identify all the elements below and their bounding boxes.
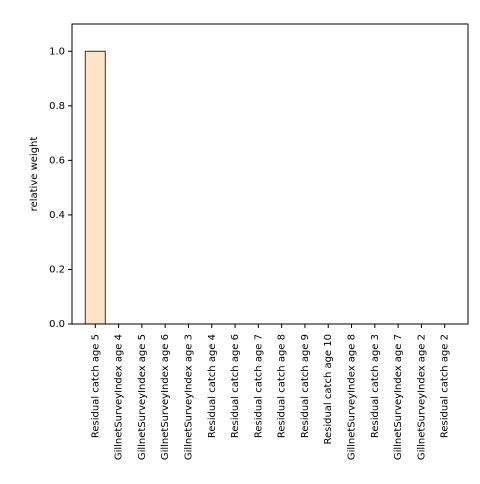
x-tick-label: Residual catch age 5 <box>90 334 101 438</box>
x-tick-label: Residual catch age 9 <box>300 334 311 438</box>
y-tick-label: 1.0 <box>49 46 65 57</box>
y-tick-label: 0.4 <box>49 210 65 221</box>
y-tick-label: 0.8 <box>49 101 65 112</box>
x-tick-label: Residual catch age 7 <box>253 334 264 438</box>
x-tick-label: Residual catch age 3 <box>370 334 381 438</box>
y-tick-label: 0.0 <box>49 319 65 330</box>
x-tick-label: GillnetSurveyIndex age 4 <box>114 334 125 460</box>
x-tick-label: GillnetSurveyIndex age 5 <box>137 334 148 460</box>
bar <box>84 50 106 325</box>
x-tick-label: Residual catch age 2 <box>440 334 451 438</box>
x-tick-label: GillnetSurveyIndex age 2 <box>416 334 427 460</box>
x-tick-label: Residual catch age 4 <box>207 334 218 438</box>
x-tick-label: Residual catch age 8 <box>277 334 288 438</box>
x-tick-label: GillnetSurveyIndex age 8 <box>347 334 358 460</box>
x-tick-label: Residual catch age 6 <box>230 334 241 438</box>
y-axis-label: relative weight <box>29 137 40 212</box>
x-tick-label: GillnetSurveyIndex age 7 <box>393 334 404 460</box>
x-tick-label: Residual catch age 10 <box>323 334 334 445</box>
x-tick-label: GillnetSurveyIndex age 6 <box>160 334 171 460</box>
y-tick-label: 0.2 <box>49 264 65 275</box>
y-tick-label: 0.6 <box>49 155 65 166</box>
plot-frame <box>71 23 469 325</box>
x-tick-label: GillnetSurveyIndex age 3 <box>183 334 194 460</box>
